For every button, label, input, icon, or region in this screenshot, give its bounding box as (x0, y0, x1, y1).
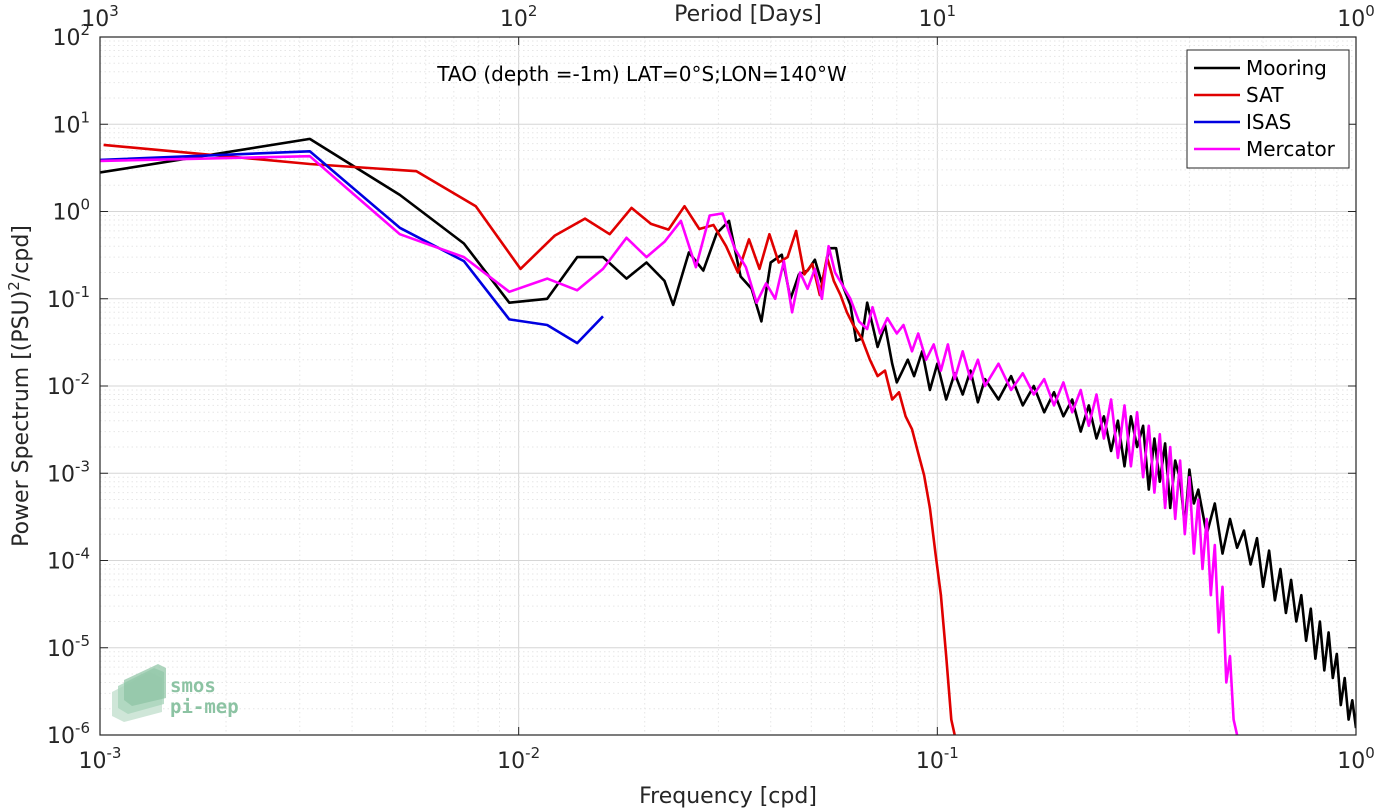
y-tick-labels: 102 101 100 10-1 10-2 10-3 10-4 10-5 10-6 (47, 21, 1356, 749)
y-tick-label: 10-4 (47, 545, 90, 575)
logo-mark-icon (112, 664, 166, 722)
top-tick-label: 101 (919, 2, 957, 32)
x-axis-label: Frequency [cpd] (639, 784, 817, 809)
y-tick-label: 10-5 (47, 632, 90, 662)
logo-text-pi-mep: pi-mep (170, 696, 239, 718)
legend-label-isas: ISAS (1246, 110, 1291, 134)
x-tick-label: 100 (1337, 744, 1375, 774)
y-axis-label: Power Spectrum [(PSU)2/cpd] (5, 225, 34, 547)
series-line-mercator (100, 154, 1239, 735)
y-tick-label: 10-3 (47, 457, 90, 487)
legend-label-mercator: Mercator (1246, 137, 1336, 161)
legend-label-mooring: Mooring (1246, 56, 1327, 80)
x-tick-label: 10-1 (916, 744, 959, 774)
y-axis-label-main: Power Spectrum [(PSU) (9, 291, 34, 547)
top-tick-label: 102 (500, 2, 538, 32)
top-axis-label: Period [Days] (674, 2, 822, 27)
y-axis-label-unit: /cpd] (9, 225, 34, 281)
top-tick-labels: 103 102 101 100 (81, 2, 1375, 32)
legend-label-sat: SAT (1246, 83, 1284, 107)
series-line-isas (100, 150, 604, 345)
chart-title: TAO (depth =-1m) LAT=0°S;LON=140°W (436, 62, 847, 86)
x-tick-label: 10-3 (79, 744, 122, 774)
series-line-sat (103, 143, 956, 735)
y-tick-label: 100 (52, 196, 90, 226)
smos-pi-mep-logo: smos pi-mep (112, 664, 239, 722)
grid (99, 37, 1356, 736)
x-tick-labels: 10-3 10-2 10-1 100 (79, 37, 1375, 774)
y-tick-label: 10-6 (47, 719, 90, 749)
y-tick-label: 10-1 (47, 283, 90, 313)
series-line-mooring (100, 137, 1356, 729)
y-axis-label-exponent: 2 (5, 281, 23, 291)
y-tick-label: 102 (52, 21, 90, 51)
legend: Mooring SAT ISAS Mercator (1186, 49, 1350, 169)
y-tick-label: 101 (52, 108, 90, 138)
logo-text-smos: smos (170, 675, 216, 697)
top-tick-label: 103 (81, 2, 119, 32)
x-tick-label: 10-2 (497, 744, 540, 774)
series-lines (100, 137, 1356, 735)
top-tick-label: 100 (1337, 2, 1375, 32)
y-tick-label: 10-2 (47, 370, 90, 400)
